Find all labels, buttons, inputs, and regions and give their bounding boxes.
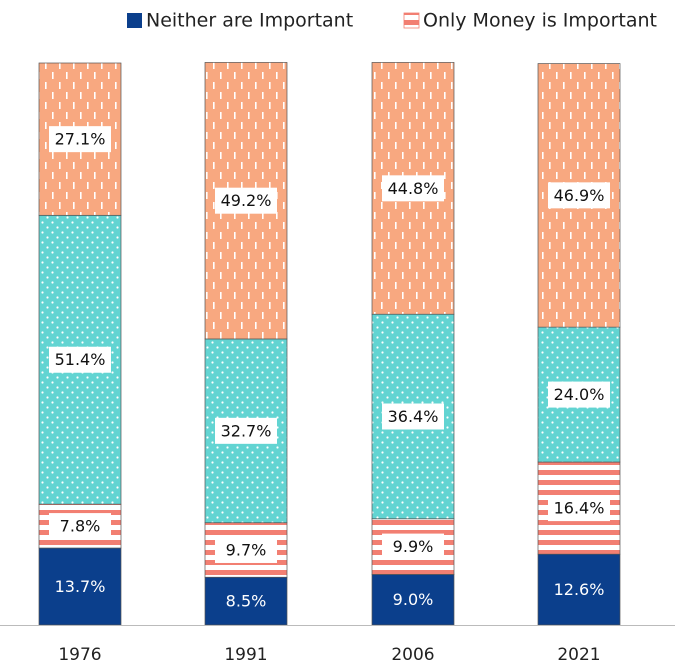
value-label-box xyxy=(49,513,111,540)
value-label: 32.7% xyxy=(221,421,272,440)
x-tick-label: 2021 xyxy=(557,645,600,661)
value-label-box xyxy=(548,182,610,209)
bar-segment xyxy=(38,547,122,626)
legend-swatch xyxy=(403,12,420,29)
value-label: 16.4% xyxy=(554,499,605,518)
legend-label: Neither are Important xyxy=(146,10,353,32)
value-label-box xyxy=(382,403,444,430)
x-tick-label: 1991 xyxy=(224,645,267,661)
value-label: 9.9% xyxy=(393,537,434,556)
legend-label: Only Money is Important xyxy=(423,10,657,32)
bar-segment xyxy=(537,553,621,626)
value-label-box xyxy=(49,346,111,373)
value-label: 13.7% xyxy=(55,577,106,596)
value-label: 27.1% xyxy=(55,130,106,149)
value-label-box xyxy=(548,381,610,408)
value-label: 7.8% xyxy=(60,517,101,536)
x-tick-label: 1976 xyxy=(58,645,101,661)
value-label: 9.0% xyxy=(393,590,434,609)
value-label-box xyxy=(548,495,610,522)
value-label-box xyxy=(215,417,277,444)
value-label: 36.4% xyxy=(388,407,439,426)
value-label-box xyxy=(215,536,277,563)
value-label-box xyxy=(382,175,444,202)
legend-swatch xyxy=(127,13,142,28)
value-label: 51.4% xyxy=(55,350,106,369)
value-label: 49.2% xyxy=(221,191,272,210)
value-label: 24.0% xyxy=(554,385,605,404)
x-tick-label: 2006 xyxy=(391,645,434,661)
value-label: 8.5% xyxy=(226,592,267,611)
value-label: 12.6% xyxy=(554,580,605,599)
value-label-box xyxy=(49,126,111,153)
value-label: 46.9% xyxy=(554,186,605,205)
value-label-box xyxy=(382,533,444,560)
value-label: 9.7% xyxy=(226,540,267,559)
bar-segment xyxy=(371,574,455,626)
value-label-box xyxy=(215,187,277,214)
value-label: 44.8% xyxy=(388,179,439,198)
